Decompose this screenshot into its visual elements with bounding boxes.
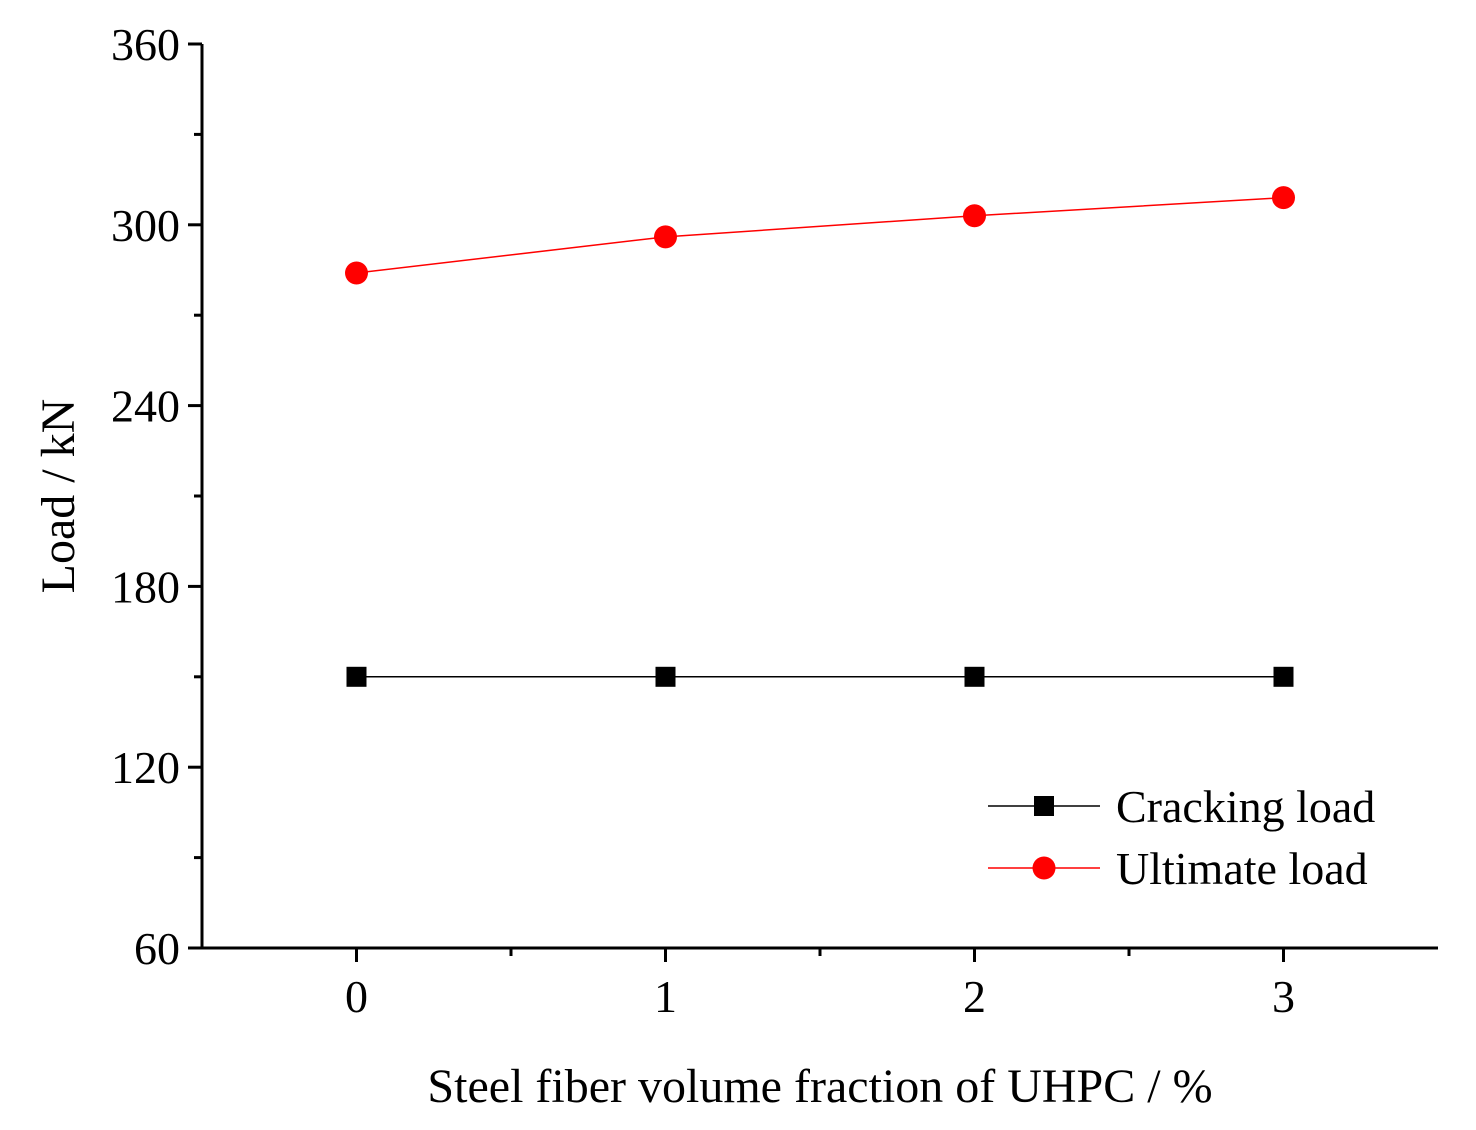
x-axis-ticks: 0 1 2 3 — [345, 948, 1295, 1022]
data-point-circle — [654, 225, 677, 249]
series-ultimate-load — [345, 186, 1295, 285]
x-tick-label: 0 — [345, 971, 368, 1022]
legend-label: Cracking load — [1116, 781, 1375, 832]
legend-marker-circle — [1032, 856, 1056, 880]
y-tick-label: 60 — [134, 923, 180, 974]
series-cracking-load — [346, 666, 1294, 687]
data-point-square — [655, 666, 676, 687]
data-point-circle — [1272, 186, 1295, 210]
x-tick-label: 3 — [1272, 971, 1295, 1022]
x-tick-label: 2 — [963, 971, 986, 1022]
y-axis-ticks: 60 120 180 240 300 360 — [111, 19, 202, 974]
series-line — [356, 196, 1284, 274]
y-axis-title: Load / kN — [32, 399, 85, 594]
legend-item: Ultimate load — [988, 843, 1368, 894]
x-axis-title: Steel fiber volume fraction of UHPC / % — [427, 1060, 1212, 1113]
data-point-circle — [963, 204, 986, 228]
y-tick-label: 120 — [111, 742, 180, 793]
y-tick-label: 240 — [111, 381, 180, 432]
legend-item: Cracking load — [988, 781, 1375, 832]
y-tick-label: 360 — [111, 19, 180, 70]
x-tick-label: 1 — [654, 971, 677, 1022]
data-point-square — [1273, 666, 1294, 687]
series-lines — [345, 186, 1295, 687]
legend-label: Ultimate load — [1116, 843, 1368, 894]
y-tick-label: 180 — [111, 561, 180, 612]
data-point-square — [346, 666, 367, 687]
data-point-circle — [345, 261, 368, 285]
legend: Cracking load Ultimate load — [988, 781, 1375, 894]
y-tick-label: 300 — [111, 200, 180, 251]
data-point-square — [964, 666, 985, 687]
legend-marker-square — [1034, 796, 1054, 816]
